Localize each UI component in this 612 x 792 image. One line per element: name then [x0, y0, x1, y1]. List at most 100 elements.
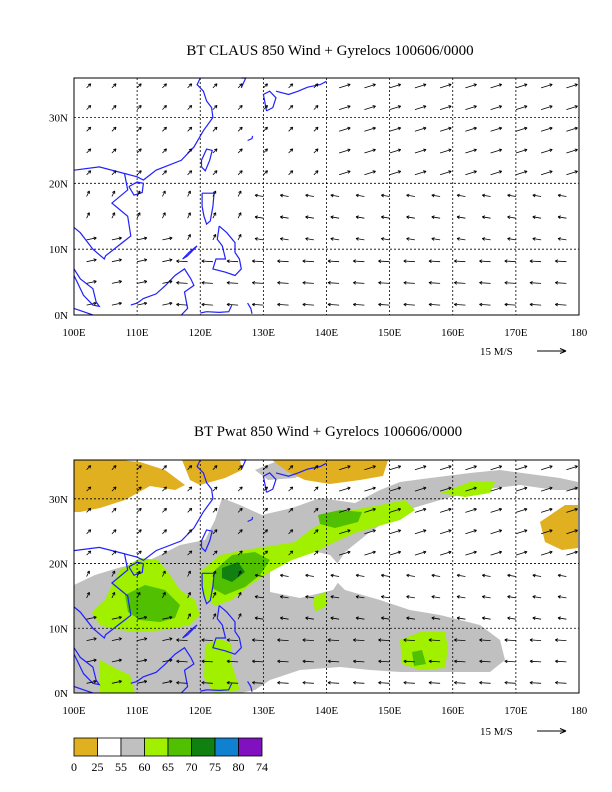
- wind-vector: [481, 595, 491, 599]
- wind-vector: [532, 616, 542, 621]
- wind-vector: [557, 215, 567, 220]
- wind-vector: [313, 529, 319, 535]
- wind-vector: [380, 573, 390, 578]
- colorbar: 0 25 55 60 65 70 75 80 74: [71, 737, 268, 774]
- wind-vector: [279, 215, 289, 220]
- wind-vector: [226, 302, 239, 307]
- wind-vector: [237, 126, 243, 132]
- wind-vector: [212, 486, 218, 492]
- wind-vector: [162, 190, 166, 197]
- x-tick-label: 120E: [189, 327, 213, 339]
- wind-vector: [263, 507, 268, 513]
- wind-vector: [504, 659, 516, 664]
- wind-vector: [389, 148, 402, 154]
- wind-vector: [277, 638, 289, 642]
- coastline: [247, 681, 253, 692]
- wind-vector: [453, 659, 466, 664]
- wind-vector: [439, 507, 452, 513]
- wind-vector: [529, 659, 542, 664]
- wind-vector: [187, 486, 193, 492]
- coastline: [130, 281, 170, 306]
- wind-vector: [212, 148, 218, 154]
- wind-vector: [327, 659, 340, 664]
- wind-vector: [187, 613, 191, 620]
- wind-vector: [566, 507, 578, 513]
- pwat-lgreen-4: [400, 632, 448, 670]
- panel2-vector-reference: 15 M/S: [480, 726, 567, 738]
- wind-vector: [137, 637, 148, 641]
- wind-vector: [212, 126, 218, 132]
- wind-vector: [111, 486, 117, 492]
- panel1-tick-labels: 100E 110E 120E 130E 140E 150E 160E 170E 180 0N 10N…: [49, 113, 588, 340]
- wind-vector: [111, 591, 116, 599]
- wind-vector: [532, 215, 542, 220]
- wind-vector: [137, 280, 148, 284]
- wind-vector: [428, 638, 441, 642]
- wind-vector: [277, 259, 289, 263]
- wind-vector: [136, 529, 142, 535]
- panel2-frame: [73, 459, 580, 694]
- wind-vector: [302, 302, 314, 307]
- wind-vector: [338, 529, 351, 535]
- wind-vector: [288, 507, 294, 513]
- wind-vector: [338, 170, 351, 176]
- coastline: [201, 192, 215, 226]
- wind-vector: [465, 105, 477, 110]
- wind-vector: [251, 659, 264, 664]
- wind-vector: [364, 507, 376, 513]
- wind-vector: [465, 148, 477, 154]
- coastline: [73, 685, 94, 694]
- wind-vector: [540, 507, 553, 513]
- wind-vector: [288, 486, 294, 492]
- wind-vector: [515, 126, 528, 132]
- pwat-gold-4: [540, 505, 578, 550]
- wind-vector: [237, 570, 242, 577]
- wind-vector: [162, 170, 167, 176]
- y-tick-label: 20N: [49, 178, 68, 190]
- wind-vector: [277, 680, 289, 685]
- wind-vector: [162, 679, 173, 684]
- wind-vector: [330, 237, 340, 241]
- wind-vector: [162, 301, 173, 306]
- wind-vector: [403, 302, 415, 307]
- wind-vector: [380, 193, 390, 198]
- wind-vector: [136, 190, 141, 197]
- wind-vector: [162, 126, 167, 132]
- wind-vector: [263, 550, 268, 556]
- wind-vector: [515, 148, 528, 154]
- wind-vector: [540, 126, 553, 132]
- wind-vector: [431, 193, 441, 198]
- wind-vector: [327, 680, 340, 685]
- wind-vector: [490, 550, 503, 556]
- wind-vector: [414, 105, 427, 110]
- wind-vector: [439, 83, 452, 89]
- wind-vector: [86, 212, 90, 219]
- wind-vector: [111, 679, 122, 684]
- wind-vector: [201, 680, 213, 685]
- wind-vector: [111, 170, 117, 176]
- panel2-title: BT Pwat 850 Wind + Gyrelocs 100606/0000: [194, 424, 462, 440]
- y-tick-label: 10N: [49, 623, 68, 635]
- wind-vector: [254, 237, 264, 241]
- wind-vector: [201, 281, 213, 285]
- wind-vector: [201, 302, 213, 307]
- pwat-dgreen-1: [222, 562, 245, 582]
- wind-vector: [313, 486, 319, 492]
- wind-vector: [279, 573, 289, 578]
- wind-vector: [305, 573, 314, 578]
- wind-vector: [554, 302, 567, 307]
- colorbar-label: 75: [209, 760, 221, 774]
- panel-pwat: BT Pwat 850 Wind + Gyrelocs 100606/0000: [49, 424, 588, 774]
- wind-vector: [263, 465, 268, 470]
- wind-vector: [566, 83, 578, 89]
- wind-vector: [86, 507, 92, 513]
- x-tick-label: 180: [571, 705, 588, 717]
- wind-vector: [406, 237, 415, 241]
- wind-vector: [431, 237, 441, 241]
- wind-vector: [414, 83, 427, 89]
- wind-vector: [212, 212, 217, 219]
- wind-vector: [201, 659, 213, 664]
- wind-vector: [226, 281, 239, 285]
- wind-vector: [111, 615, 122, 620]
- wind-vector: [251, 302, 264, 307]
